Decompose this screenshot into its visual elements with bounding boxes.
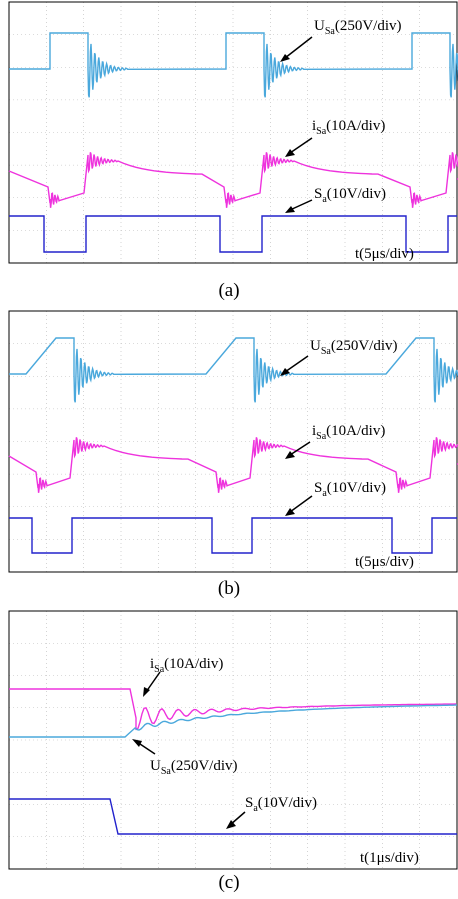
- svg-text:iSa(10A/div): iSa(10A/div): [312, 118, 385, 137]
- panel-c: iSa(10A/div) USa(250V/div) Sa(10V/div) t…: [0, 610, 458, 899]
- arrowhead-u-a: [280, 54, 290, 62]
- scope-b: USa(250V/div) iSa(10A/div) Sa(10V/div) t…: [8, 310, 458, 573]
- svg-text:Sa(10V/div): Sa(10V/div): [314, 480, 386, 499]
- time-scale-a: t(5μs/div): [355, 246, 414, 262]
- label-s-b: Sa(10V/div): [285, 480, 386, 516]
- arrow-s-a: [289, 199, 313, 211]
- trace-s-a-b: [9, 517, 457, 554]
- svg-text:USa(250V/div): USa(250V/div): [310, 338, 398, 357]
- caption-a: (a): [218, 280, 240, 301]
- svg-text:USa(250V/div): USa(250V/div): [314, 18, 402, 37]
- arrowhead-i-a: [285, 149, 295, 157]
- arrow-i-b: [289, 441, 311, 456]
- svg-text:USa(250V/div): USa(250V/div): [150, 758, 238, 777]
- grid-b: [9, 311, 457, 572]
- arrowhead-i-c: [143, 687, 150, 697]
- label-i-b: iSa(10A/div): [285, 423, 385, 459]
- svg-text:iSa(10A/div): iSa(10A/div): [150, 656, 223, 675]
- label-u-b: USa(250V/div): [280, 338, 398, 376]
- arrowhead-s-a: [285, 206, 295, 213]
- label-s-a: Sa(10V/div): [285, 186, 386, 213]
- scope-a: USa(250V/div) iSa(10A/div) Sa(10V/div) t…: [8, 1, 458, 264]
- scope-c: iSa(10A/div) USa(250V/div) Sa(10V/div) t…: [8, 610, 458, 870]
- svg-text:Sa(10V/div): Sa(10V/div): [314, 186, 386, 205]
- trace-i-sa-b: [8, 437, 458, 493]
- grid-a: [9, 2, 457, 263]
- svg-text:Sa(10V/div): Sa(10V/div): [245, 795, 317, 814]
- arrowhead-s-b: [285, 508, 295, 516]
- trace-s-a-c: [9, 798, 457, 835]
- grid-c: [9, 611, 457, 869]
- arrowhead-u-c: [132, 739, 142, 747]
- arrowhead-u-b: [280, 368, 290, 376]
- label-u-c: USa(250V/div): [132, 739, 238, 777]
- trace-u-sa-b: [9, 337, 458, 403]
- trace-u-sa-a: [9, 32, 458, 98]
- trace-i-sa-c: [9, 688, 457, 731]
- arrow-i-a: [289, 137, 313, 154]
- arrow-i-c: [145, 671, 161, 693]
- time-scale-c: t(1μs/div): [360, 850, 419, 866]
- svg-text:iSa(10A/div): iSa(10A/div): [312, 423, 385, 442]
- time-scale-b: t(5μs/div): [355, 554, 414, 570]
- trace-i-sa-a: [8, 152, 458, 208]
- trace-u-sa-c: [9, 704, 457, 738]
- arrowhead-i-b: [285, 451, 295, 459]
- caption-b: (b): [217, 578, 241, 599]
- arrow-u-a: [284, 36, 313, 59]
- arrowhead-s-c: [226, 820, 236, 829]
- label-s-c: Sa(10V/div): [226, 795, 317, 829]
- arrow-u-b: [284, 355, 309, 373]
- frame-b: [8, 310, 458, 573]
- panel-b: USa(250V/div) iSa(10A/div) Sa(10V/div) t…: [0, 310, 458, 610]
- arrow-s-b: [289, 495, 313, 513]
- frame-a: [8, 1, 458, 264]
- label-i-c: iSa(10A/div): [143, 656, 223, 697]
- panel-a: USa(250V/div) iSa(10A/div) Sa(10V/div) t…: [0, 0, 458, 310]
- label-i-a: iSa(10A/div): [285, 118, 385, 157]
- frame-c: [8, 610, 458, 870]
- label-u-a: USa(250V/div): [280, 18, 402, 62]
- trace-s-a-a: [9, 215, 457, 253]
- caption-c: (c): [218, 872, 240, 893]
